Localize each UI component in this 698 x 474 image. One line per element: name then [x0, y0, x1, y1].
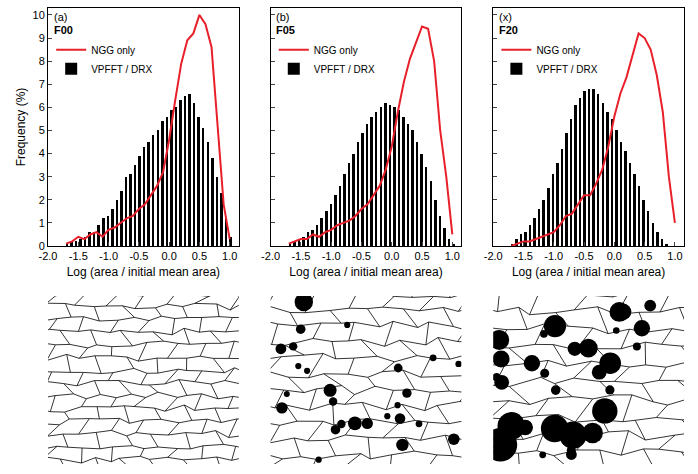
svg-text:1.0: 1.0	[445, 250, 460, 262]
svg-text:NGG only: NGG only	[314, 45, 358, 56]
svg-text:-0.5: -0.5	[129, 250, 148, 262]
svg-text:10: 10	[33, 9, 45, 21]
svg-text:-1.0: -1.0	[99, 250, 118, 262]
svg-text:1.0: 1.0	[667, 250, 682, 262]
svg-text:-2.0: -2.0	[261, 250, 280, 262]
svg-text:Frequency (%): Frequency (%)	[14, 88, 28, 167]
svg-text:-0.5: -0.5	[575, 250, 594, 262]
svg-text:7: 7	[39, 78, 45, 90]
svg-text:6: 6	[39, 101, 45, 113]
svg-text:0.5: 0.5	[414, 250, 429, 262]
svg-text:3: 3	[39, 171, 45, 183]
svg-text:9: 9	[39, 32, 45, 44]
svg-text:1: 1	[39, 217, 45, 229]
svg-text:F20: F20	[499, 24, 518, 36]
svg-text:0: 0	[39, 240, 45, 252]
svg-text:-1.5: -1.5	[69, 250, 88, 262]
svg-text:-1.5: -1.5	[514, 250, 533, 262]
svg-text:Log (area / initial mean area): Log (area / initial mean area)	[67, 265, 220, 279]
svg-text:5: 5	[39, 124, 45, 136]
svg-text:0.5: 0.5	[192, 250, 207, 262]
svg-text:-2.0: -2.0	[39, 250, 58, 262]
svg-text:NGG only: NGG only	[536, 45, 580, 56]
svg-text:0.0: 0.0	[384, 250, 399, 262]
svg-text:(x): (x)	[499, 11, 512, 23]
svg-text:-0.5: -0.5	[352, 250, 371, 262]
svg-text:VPFFT / DRX: VPFFT / DRX	[314, 64, 375, 75]
svg-text:F00: F00	[54, 24, 73, 36]
svg-text:VPFFT / DRX: VPFFT / DRX	[536, 64, 597, 75]
svg-text:4: 4	[39, 147, 45, 159]
svg-text:-1.0: -1.0	[544, 250, 563, 262]
svg-text:-1.5: -1.5	[291, 250, 310, 262]
svg-text:2: 2	[39, 194, 45, 206]
svg-text:-1.0: -1.0	[322, 250, 341, 262]
svg-text:1.0: 1.0	[222, 250, 237, 262]
svg-text:8: 8	[39, 55, 45, 67]
svg-text:Log (area / initial mean area): Log (area / initial mean area)	[289, 265, 442, 279]
svg-text:0.0: 0.0	[161, 250, 176, 262]
svg-text:NGG only: NGG only	[91, 45, 135, 56]
svg-text:-2.0: -2.0	[484, 250, 503, 262]
svg-text:VPFFT / DRX: VPFFT / DRX	[91, 64, 152, 75]
svg-text:(b): (b)	[276, 11, 289, 23]
svg-text:(a): (a)	[54, 11, 67, 23]
svg-text:0.0: 0.0	[607, 250, 622, 262]
svg-text:F05: F05	[276, 24, 295, 36]
svg-text:Log (area / initial mean area): Log (area / initial mean area)	[512, 265, 665, 279]
svg-text:0.5: 0.5	[637, 250, 652, 262]
